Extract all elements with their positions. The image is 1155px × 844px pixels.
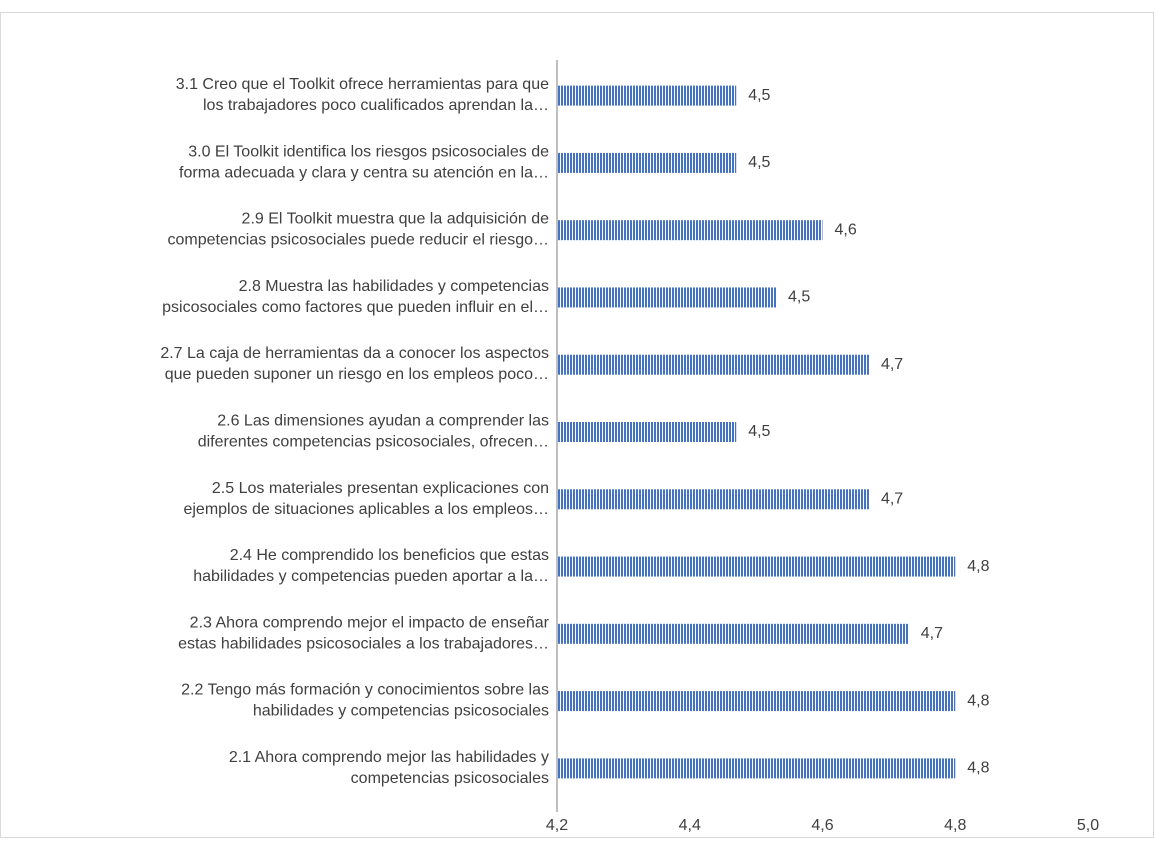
- chart-border: [0, 12, 1154, 838]
- value-label: 4,8: [967, 692, 989, 709]
- y-tick-label: 2.7 La caja de herramientas da a conocer…: [160, 345, 549, 383]
- bar: [557, 220, 823, 241]
- value-label: 4,5: [748, 87, 770, 104]
- value-label: 4,7: [881, 490, 903, 507]
- value-label: 4,7: [921, 625, 943, 642]
- y-tick-label: 2.5 Los materiales presentan explicacion…: [183, 480, 549, 518]
- bar: [557, 354, 869, 375]
- y-tick-label: 2.6 Las dimensiones ayudan a comprender …: [198, 413, 549, 451]
- value-label: 4,5: [748, 423, 770, 440]
- y-tick-label: 3.0 El Toolkit identifica los riesgos ps…: [179, 144, 549, 182]
- x-tick-label: 4,6: [811, 817, 833, 834]
- bar: [557, 152, 737, 173]
- value-label: 4,5: [788, 289, 810, 306]
- bar: [557, 691, 956, 712]
- y-tick-label: 3.1 Creo que el Toolkit ofrece herramien…: [176, 76, 549, 114]
- value-label: 4,6: [835, 221, 857, 238]
- x-tick-label: 4,2: [546, 817, 568, 834]
- y-tick-label: 2.4 He comprendido los beneficios que es…: [193, 547, 549, 585]
- value-label: 4,8: [967, 760, 989, 777]
- value-label: 4,8: [967, 558, 989, 575]
- bar: [557, 489, 869, 510]
- bar: [557, 758, 956, 779]
- bar: [557, 556, 956, 577]
- bar: [557, 287, 777, 308]
- bar: [557, 85, 737, 106]
- y-tick-label: 2.8 Muestra las habilidades y competenci…: [162, 278, 549, 316]
- y-tick-label: 2.1 Ahora comprendo mejor las habilidade…: [229, 749, 549, 787]
- x-tick-label: 4,8: [944, 817, 966, 834]
- value-label: 4,5: [748, 154, 770, 171]
- x-tick-label: 4,4: [679, 817, 701, 834]
- y-tick-label: 2.9 El Toolkit muestra que la adquisició…: [167, 211, 549, 249]
- y-tick-label: 2.2 Tengo más formación y conocimientos …: [181, 682, 549, 720]
- bar: [557, 623, 909, 644]
- bar: [557, 422, 737, 442]
- y-tick-label: 2.3 Ahora comprendo mejor el impacto de …: [178, 615, 550, 653]
- value-label: 4,7: [881, 356, 903, 373]
- x-tick-label: 5,0: [1077, 817, 1099, 834]
